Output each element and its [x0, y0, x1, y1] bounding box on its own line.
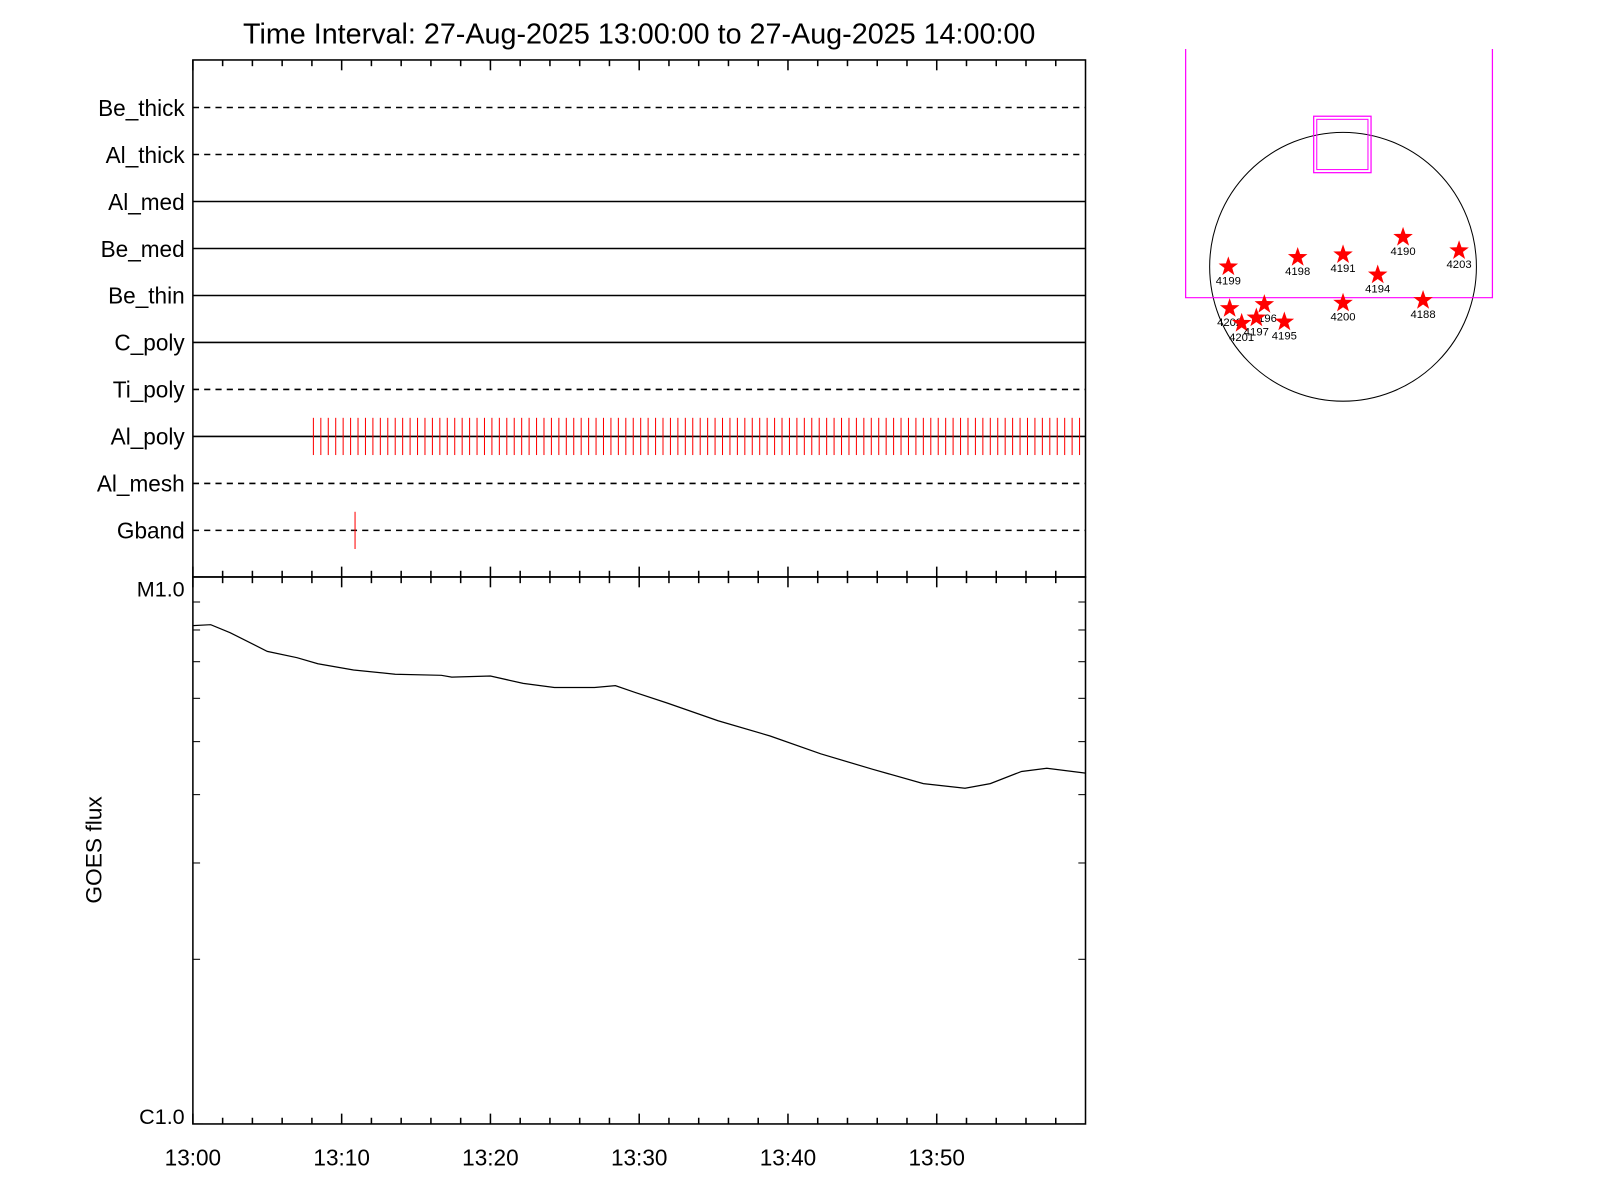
- region-label: 4190: [1391, 246, 1416, 258]
- region-label: 4199: [1216, 275, 1241, 287]
- fov-box: [1185, 49, 1494, 299]
- x-tick-label: 13:30: [611, 1144, 667, 1170]
- region-label: 4191: [1330, 263, 1355, 275]
- region-label: 4188: [1411, 309, 1436, 321]
- region-label: 4200: [1330, 312, 1355, 324]
- chart-title: Time Interval: 27-Aug-2025 13:00:00 to 2…: [243, 18, 1035, 50]
- timeline-frame: [192, 59, 1087, 578]
- plot-root: Time Interval: 27-Aug-2025 13:00:00 to 2…: [81, 18, 1494, 1170]
- region-star: [1246, 307, 1267, 327]
- y-tick-label: C1.0: [139, 1104, 185, 1129]
- region-label: 4194: [1365, 283, 1390, 295]
- region-label: 4195: [1272, 330, 1297, 342]
- y-axis-label: GOES flux: [81, 796, 107, 904]
- region-star: [1274, 311, 1295, 331]
- x-tick-label: 13:10: [313, 1144, 369, 1170]
- row-label: Al_thick: [106, 142, 186, 168]
- fov-box-inner: [1316, 118, 1369, 171]
- region-label: 4203: [1447, 259, 1472, 271]
- region-star: [1449, 240, 1469, 260]
- region-star: [1219, 298, 1240, 317]
- fov-box: [1313, 115, 1372, 174]
- goes-frame: [192, 576, 1087, 1125]
- x-tick-label: 13:50: [908, 1144, 964, 1170]
- x-tick-label: 13:20: [462, 1144, 518, 1170]
- region-star: [1367, 264, 1388, 284]
- x-tick-label: 13:40: [760, 1144, 816, 1170]
- row-label: Ti_poly: [113, 377, 186, 403]
- region-star: [1333, 244, 1353, 264]
- row-label: Al_mesh: [97, 471, 185, 497]
- region-star: [1218, 256, 1239, 276]
- row-label: Al_poly: [111, 424, 186, 450]
- region-star: [1333, 292, 1353, 312]
- goes-curve: [192, 624, 1086, 789]
- row-label: Be_thick: [98, 95, 185, 121]
- row-label: Be_med: [101, 236, 185, 262]
- region-label: 4198: [1285, 266, 1310, 278]
- region-label: 4201: [1229, 332, 1254, 344]
- row-label: Gband: [117, 518, 185, 544]
- y-tick-label: M1.0: [137, 577, 185, 602]
- row-label: C_poly: [114, 330, 185, 356]
- region-star: [1231, 312, 1252, 332]
- region-star: [1393, 226, 1413, 246]
- solar-disk: [1209, 131, 1477, 402]
- region-star: [1287, 247, 1308, 266]
- x-tick-label: 13:00: [165, 1144, 221, 1170]
- row-label: Be_thin: [108, 283, 185, 309]
- row-label: Al_med: [108, 189, 185, 215]
- region-star: [1413, 290, 1433, 309]
- region-star: [1254, 294, 1275, 313]
- region-label: 4197: [1244, 326, 1269, 338]
